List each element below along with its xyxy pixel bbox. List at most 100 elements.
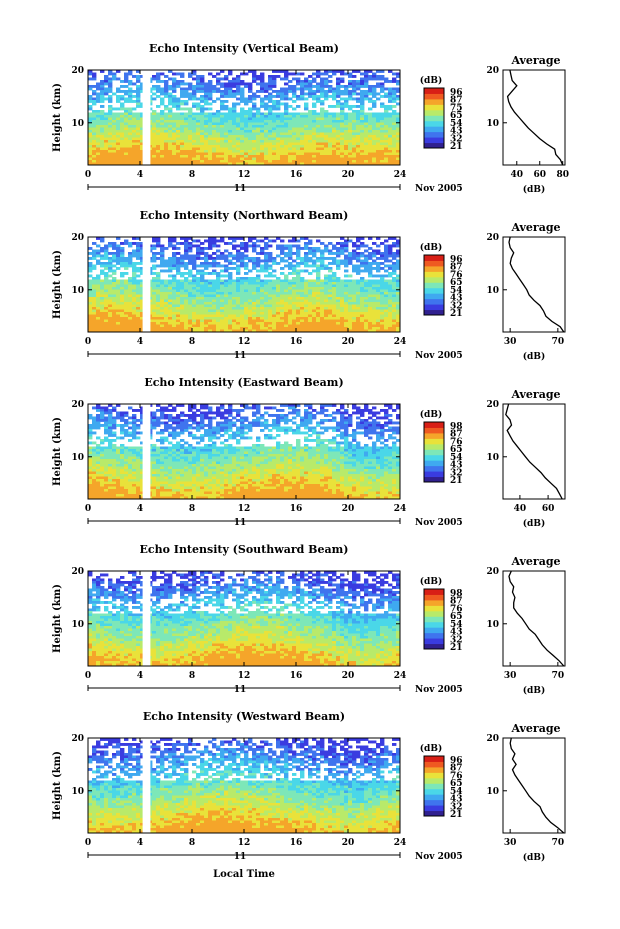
- x-tick-label: 0: [85, 838, 91, 848]
- colorbar-tick-label: 43: [450, 294, 463, 304]
- colorbar-swatch: [424, 427, 444, 434]
- profile-x-tick-label: 60: [533, 170, 546, 180]
- day-label: 11: [234, 685, 247, 695]
- heatmap-field: [88, 237, 401, 333]
- profile-frame: [502, 403, 566, 500]
- colorbar-label: (dB): [420, 242, 442, 253]
- heatmap-field: [88, 571, 401, 667]
- profile-frame: [502, 737, 566, 834]
- colorbar-swatch: [424, 632, 444, 639]
- colorbar-swatch: [424, 794, 444, 801]
- profile-x-tick-label: 70: [552, 671, 565, 681]
- x-tick-label: 16: [290, 504, 303, 514]
- colorbar-swatch: [424, 599, 444, 606]
- colorbar-tick-label: 43: [450, 127, 463, 137]
- profile-x-tick-label: 30: [504, 337, 517, 347]
- x-tick-label: 24: [394, 504, 407, 514]
- y-axis-label: Height (km): [52, 83, 63, 152]
- colorbar-swatch: [424, 449, 444, 456]
- colorbar-swatch: [424, 476, 444, 483]
- chart-title: Echo Intensity (Eastward Beam): [144, 376, 343, 389]
- date-label: Nov 2005: [415, 351, 463, 361]
- colorbar-tick-label: 54: [450, 119, 463, 129]
- colorbar-tick-label: 21: [450, 309, 463, 319]
- colorbar-tick-label: 96: [450, 88, 463, 98]
- colorbar-swatch: [424, 799, 444, 806]
- colorbar-swatch: [424, 422, 444, 428]
- chart-title: Echo Intensity (Vertical Beam): [149, 42, 339, 55]
- colorbar-swatch: [424, 98, 444, 105]
- chart-block-1: Echo Intensity (Vertical Beam) 0 4 8 12 16 20 2…: [52, 42, 569, 195]
- profile-frame: [502, 570, 566, 667]
- colorbar-swatch: [424, 788, 444, 795]
- profile-x-tick-label: 60: [542, 504, 555, 514]
- colorbar-tick-label: 76: [450, 270, 463, 280]
- x-tick-label: 12: [238, 671, 251, 681]
- colorbar-swatch: [424, 271, 444, 278]
- x-tick-label: 24: [394, 170, 407, 180]
- colorbar-swatch: [424, 594, 444, 601]
- y-axis-label: Height (km): [52, 751, 63, 820]
- profile-line: [505, 403, 563, 500]
- colorbar-tick-label: 21: [450, 810, 463, 820]
- colorbar-tick-label: 87: [450, 263, 463, 273]
- x-tick-label: 16: [290, 170, 303, 180]
- profile-y-tick-label: 10: [486, 787, 499, 797]
- colorbar-swatch: [424, 304, 444, 311]
- colorbar-tick-label: 65: [450, 612, 463, 622]
- colorbar-swatch: [424, 627, 444, 634]
- colorbar-tick-label: 76: [450, 604, 463, 614]
- profile-title: Average: [510, 388, 560, 401]
- heatmap-field: [88, 738, 401, 834]
- colorbar-swatch: [424, 805, 444, 812]
- x-tick-label: 20: [342, 838, 355, 848]
- x-tick-label: 4: [137, 337, 143, 347]
- x-tick-label: 20: [342, 504, 355, 514]
- colorbar-swatch: [424, 276, 444, 283]
- profile-y-tick-label: 20: [486, 66, 499, 76]
- chart-block-5: Echo Intensity (Westward Beam) 0 4 8 12 16 20 2…: [52, 710, 566, 863]
- profile-x-tick-label: 30: [504, 671, 517, 681]
- x-tick-label: 8: [189, 671, 195, 681]
- day-label: 11: [234, 518, 247, 528]
- y-axis-label: Height (km): [52, 584, 63, 653]
- colorbar-swatch: [424, 142, 444, 149]
- data-gap: [142, 738, 151, 833]
- colorbar-tick-label: 65: [450, 779, 463, 789]
- x-tick-label: 24: [394, 337, 407, 347]
- colorbar-tick-label: 43: [450, 628, 463, 638]
- chart-title: Echo Intensity (Westward Beam): [143, 710, 345, 723]
- colorbar-swatch: [424, 120, 444, 127]
- colorbar-swatch: [424, 137, 444, 144]
- x-tick-label: 20: [342, 337, 355, 347]
- profile-title: Average: [510, 221, 560, 234]
- colorbar-label: (dB): [420, 409, 442, 420]
- x-tick-label: 20: [342, 671, 355, 681]
- x-tick-label: 8: [189, 337, 195, 347]
- colorbar-swatch: [424, 265, 444, 272]
- colorbar-tick-label: 65: [450, 278, 463, 288]
- colorbar-tick-label: 87: [450, 597, 463, 607]
- colorbar-tick-label: 32: [450, 134, 463, 144]
- x-tick-label: 12: [238, 504, 251, 514]
- date-label: Nov 2005: [415, 685, 463, 695]
- data-gap: [142, 237, 151, 332]
- x-tick-label: 24: [394, 838, 407, 848]
- colorbar-tick-label: 75: [450, 103, 463, 113]
- colorbar-swatch: [424, 454, 444, 461]
- y-tick-label: 10: [71, 787, 84, 797]
- colorbar-tick-label: 96: [450, 255, 463, 265]
- colorbar-swatch: [424, 756, 444, 762]
- x-tick-label: 16: [290, 671, 303, 681]
- colorbar-frame: [423, 421, 445, 483]
- y-tick-label: 10: [71, 620, 84, 630]
- colorbar-tick-label: 54: [450, 620, 463, 630]
- colorbar-label: (dB): [420, 576, 442, 587]
- x-axis-title: Local Time: [213, 869, 275, 880]
- x-tick-label: 4: [137, 671, 143, 681]
- colorbar-tick-label: 32: [450, 468, 463, 478]
- y-tick-label: 10: [71, 119, 84, 129]
- colorbar-tick-label: 32: [450, 301, 463, 311]
- x-tick-label: 24: [394, 671, 407, 681]
- colorbar-swatch: [424, 471, 444, 478]
